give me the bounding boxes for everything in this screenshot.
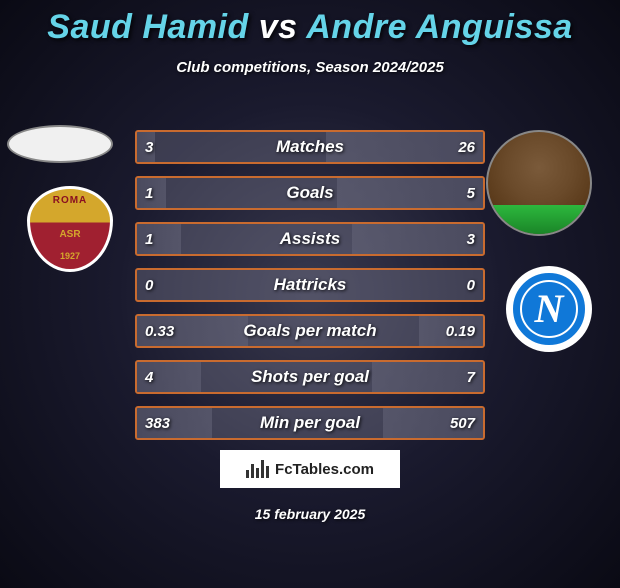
site-name: FcTables.com xyxy=(275,461,374,478)
stat-row: 13Assists xyxy=(135,222,485,256)
roma-year: 1927 xyxy=(30,251,110,261)
chart-icon xyxy=(246,460,269,478)
roma-asr: ASR xyxy=(30,229,110,240)
footer-date: 15 february 2025 xyxy=(0,506,620,522)
player1-avatar-placeholder xyxy=(7,125,113,163)
napoli-letter: N xyxy=(535,289,564,329)
stat-row: 15Goals xyxy=(135,176,485,210)
stat-row: 47Shots per goal xyxy=(135,360,485,394)
stat-row: 0.330.19Goals per match xyxy=(135,314,485,348)
roma-text: ROMA xyxy=(30,195,110,206)
player2-avatar xyxy=(486,130,592,236)
stats-container: 326Matches 15Goals 13Assists 00Hattricks 0.3… xyxy=(135,130,485,452)
page-title: Saud Hamid vs Andre Anguissa xyxy=(0,8,620,47)
stat-row: 383507Min per goal xyxy=(135,406,485,440)
stat-label: Goals xyxy=(137,178,483,208)
stat-row: 00Hattricks xyxy=(135,268,485,302)
site-logo: FcTables.com xyxy=(220,450,400,488)
stat-label: Assists xyxy=(137,224,483,254)
vs-text: vs xyxy=(259,8,298,46)
player1-name: Saud Hamid xyxy=(47,8,248,46)
subtitle: Club competitions, Season 2024/2025 xyxy=(0,59,620,76)
stat-row: 326Matches xyxy=(135,130,485,164)
player2-name: Andre Anguissa xyxy=(306,8,572,46)
stat-label: Goals per match xyxy=(137,316,483,346)
stat-label: Matches xyxy=(137,132,483,162)
stat-label: Min per goal xyxy=(137,408,483,438)
stat-label: Shots per goal xyxy=(137,362,483,392)
club-badge-napoli: N xyxy=(506,266,592,352)
club-badge-roma: ROMA ASR 1927 xyxy=(27,186,113,272)
stat-label: Hattricks xyxy=(137,270,483,300)
